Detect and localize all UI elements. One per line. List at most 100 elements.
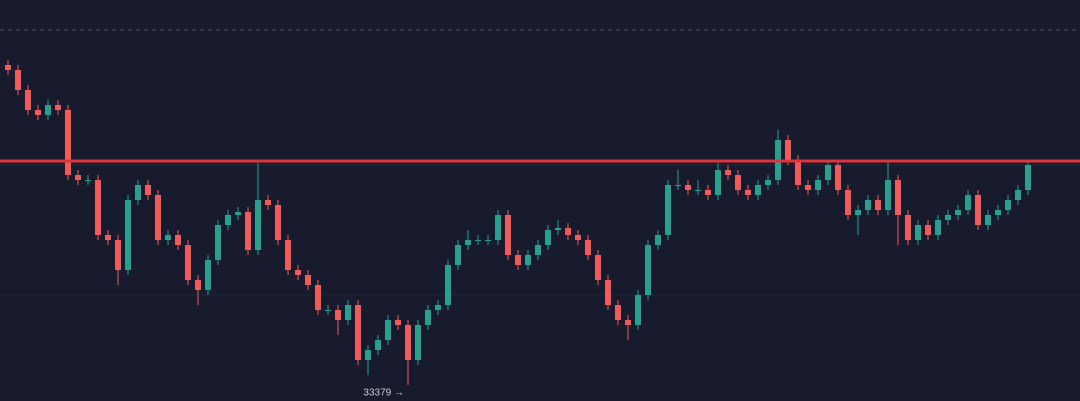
candle-body bbox=[575, 235, 581, 240]
candle-body bbox=[15, 70, 21, 90]
candle-body bbox=[635, 295, 641, 325]
candle-body bbox=[305, 275, 311, 285]
low-annotation: 33379 → bbox=[363, 388, 404, 399]
candle-body bbox=[315, 285, 321, 310]
candle-body bbox=[865, 200, 871, 210]
candle-body bbox=[115, 240, 121, 270]
candle-body bbox=[995, 210, 1001, 215]
candle-body bbox=[685, 185, 691, 190]
candle-body bbox=[5, 65, 11, 70]
candle-body bbox=[95, 180, 101, 235]
candle-body bbox=[985, 215, 991, 225]
candle-body bbox=[125, 200, 131, 270]
candle-body bbox=[905, 215, 911, 240]
candle-body bbox=[745, 190, 751, 195]
candle-body bbox=[345, 305, 351, 320]
candle-body bbox=[795, 160, 801, 185]
candle-body bbox=[645, 245, 651, 295]
candle-body bbox=[85, 180, 91, 181]
candle-body bbox=[885, 180, 891, 210]
candle-body bbox=[105, 235, 111, 240]
candle-body bbox=[935, 220, 941, 235]
candle-body bbox=[155, 195, 161, 240]
candle-body bbox=[295, 270, 301, 275]
candle-body bbox=[235, 212, 241, 215]
candle-body bbox=[425, 310, 431, 325]
candle-body bbox=[585, 240, 591, 255]
candle-body bbox=[875, 200, 881, 210]
candle-body bbox=[565, 228, 571, 235]
candle-body bbox=[855, 210, 861, 215]
candle-body bbox=[915, 225, 921, 240]
candle-body bbox=[955, 210, 961, 215]
candle-body bbox=[755, 185, 761, 195]
candle-body bbox=[1015, 190, 1021, 200]
candle-body bbox=[355, 305, 361, 360]
candle-body bbox=[415, 325, 421, 360]
candle-body bbox=[475, 240, 481, 241]
candle-body bbox=[175, 235, 181, 245]
candle-body bbox=[405, 325, 411, 360]
candle-body bbox=[765, 180, 771, 185]
candle-body bbox=[245, 212, 251, 250]
candle-body bbox=[325, 310, 331, 311]
candle-body bbox=[735, 175, 741, 190]
candle-body bbox=[545, 230, 551, 245]
candle-body bbox=[365, 350, 371, 360]
candle-body bbox=[525, 255, 531, 265]
candle-body bbox=[25, 90, 31, 110]
candle-body bbox=[465, 240, 471, 245]
candle-body bbox=[485, 240, 491, 241]
candle-body bbox=[655, 235, 661, 245]
candle-body bbox=[255, 200, 261, 250]
candle-body bbox=[145, 185, 151, 195]
candle-body bbox=[75, 175, 81, 180]
candle-body bbox=[615, 305, 621, 320]
candle-body bbox=[605, 280, 611, 305]
candle-body bbox=[335, 310, 341, 320]
candle-body bbox=[135, 185, 141, 200]
candle-body bbox=[1025, 165, 1031, 190]
candle-body bbox=[845, 190, 851, 215]
candle-body bbox=[925, 225, 931, 235]
candle-body bbox=[285, 240, 291, 270]
candle-body bbox=[65, 110, 71, 175]
candle-body bbox=[695, 190, 701, 191]
candle-body bbox=[375, 340, 381, 350]
candle-body bbox=[815, 180, 821, 190]
candle-body bbox=[825, 165, 831, 180]
candle-body bbox=[45, 105, 51, 115]
candle-body bbox=[445, 265, 451, 305]
candle-body bbox=[675, 185, 681, 186]
candle-body bbox=[265, 200, 271, 205]
candle-body bbox=[895, 180, 901, 215]
candle-body bbox=[205, 260, 211, 290]
candle-body bbox=[835, 165, 841, 190]
candle-body bbox=[185, 245, 191, 280]
candle-body bbox=[385, 320, 391, 340]
candle-body bbox=[395, 320, 401, 325]
candle-body bbox=[215, 225, 221, 260]
candle-body bbox=[945, 215, 951, 220]
candle-body bbox=[725, 170, 731, 175]
candle-body bbox=[495, 215, 501, 240]
candle-body bbox=[515, 255, 521, 265]
candle-body bbox=[35, 110, 41, 115]
candle-body bbox=[55, 105, 61, 110]
candle-body bbox=[785, 140, 791, 160]
candle-body bbox=[805, 185, 811, 190]
candle-body bbox=[965, 195, 971, 210]
candle-body bbox=[625, 320, 631, 325]
candle-body bbox=[1005, 200, 1011, 210]
candle-body bbox=[535, 245, 541, 255]
candle-body bbox=[225, 215, 231, 225]
candle-body bbox=[455, 245, 461, 265]
candle-body bbox=[275, 205, 281, 240]
candle-body bbox=[715, 170, 721, 195]
candle-body bbox=[975, 195, 981, 225]
candle-body bbox=[555, 228, 561, 230]
candle-body bbox=[435, 305, 441, 310]
candle-body bbox=[195, 280, 201, 290]
